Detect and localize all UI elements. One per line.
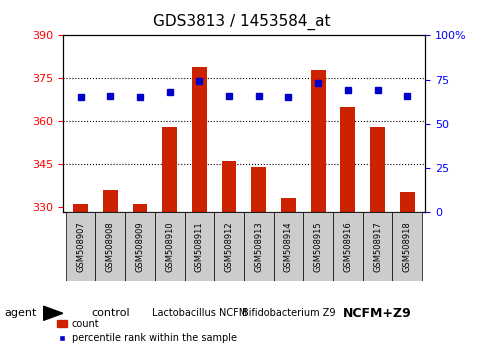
Bar — [273, 212, 303, 281]
Text: GSM508914: GSM508914 — [284, 222, 293, 272]
Text: GSM508913: GSM508913 — [254, 222, 263, 272]
Legend: count, percentile rank within the sample: count, percentile rank within the sample — [53, 315, 241, 347]
Bar — [155, 212, 185, 281]
Bar — [214, 212, 244, 281]
Text: GSM508917: GSM508917 — [373, 222, 382, 272]
Text: GDS3813 / 1453584_at: GDS3813 / 1453584_at — [153, 14, 330, 30]
Polygon shape — [43, 306, 63, 320]
Text: GSM508908: GSM508908 — [106, 222, 115, 272]
Bar — [370, 127, 385, 212]
Text: NCFM+Z9: NCFM+Z9 — [343, 307, 412, 320]
Text: GSM508911: GSM508911 — [195, 222, 204, 272]
Bar — [392, 212, 422, 281]
Bar — [162, 127, 177, 212]
Bar — [73, 204, 88, 212]
Bar — [103, 189, 118, 212]
Bar — [333, 212, 363, 281]
Bar — [132, 204, 147, 212]
Text: Bifidobacterium Z9: Bifidobacterium Z9 — [242, 308, 335, 318]
Text: agent: agent — [5, 308, 37, 318]
Bar — [400, 193, 414, 212]
Bar — [192, 67, 207, 212]
Text: GSM508907: GSM508907 — [76, 222, 85, 272]
Text: GSM508916: GSM508916 — [343, 222, 352, 272]
Text: GSM508909: GSM508909 — [136, 222, 144, 272]
Text: GSM508910: GSM508910 — [165, 222, 174, 272]
Bar — [363, 212, 392, 281]
Bar — [96, 212, 125, 281]
Bar — [222, 161, 237, 212]
Bar — [303, 212, 333, 281]
Text: GSM508915: GSM508915 — [313, 222, 323, 272]
Bar — [281, 198, 296, 212]
Bar — [125, 212, 155, 281]
Bar — [251, 167, 266, 212]
Text: GSM508912: GSM508912 — [225, 222, 234, 272]
Bar — [341, 107, 355, 212]
Text: control: control — [91, 308, 129, 318]
Text: Lactobacillus NCFM: Lactobacillus NCFM — [152, 308, 247, 318]
Bar — [244, 212, 273, 281]
Text: GSM508918: GSM508918 — [403, 222, 412, 272]
Bar — [185, 212, 214, 281]
Bar — [66, 212, 96, 281]
Bar — [311, 70, 326, 212]
